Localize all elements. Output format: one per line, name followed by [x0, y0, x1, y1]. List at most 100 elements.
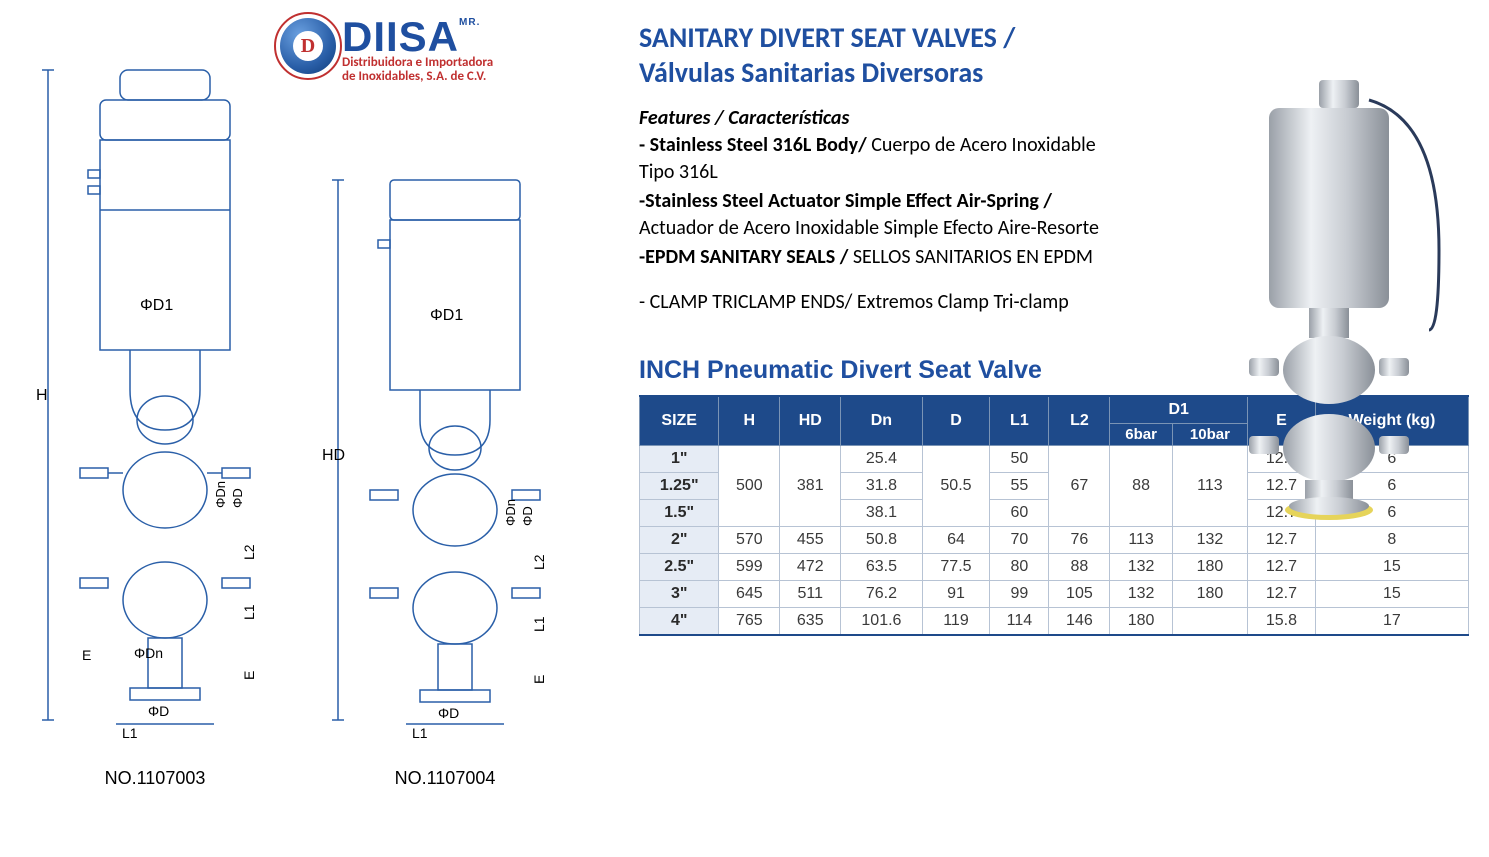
cell-dn: 76.2	[841, 581, 922, 608]
cell-hd: 511	[780, 581, 841, 608]
product-photo	[1179, 70, 1459, 530]
col-l2: L2	[1049, 396, 1110, 446]
svg-text:L1: L1	[122, 725, 138, 741]
svg-text:ΦD: ΦD	[230, 488, 245, 508]
feature-item: -Stainless Steel Actuator Simple Effect …	[639, 188, 1099, 242]
cell-dn: 63.5	[841, 554, 922, 581]
cell-hd: 381	[780, 446, 841, 527]
svg-text:H: H	[36, 387, 48, 404]
feature-bold: -EPDM SANITARY SEALS /	[639, 245, 848, 269]
svg-text:E: E	[82, 647, 91, 663]
svg-text:ΦD: ΦD	[438, 705, 459, 721]
drawing-1107003-svg: ΦD1	[30, 60, 280, 760]
svg-text:E: E	[531, 675, 547, 684]
col-h: H	[719, 396, 780, 446]
cell-l1: 60	[990, 500, 1049, 527]
svg-text:L1: L1	[412, 725, 428, 741]
col-size: SIZE	[640, 396, 719, 446]
logo-badge-letter: D	[293, 31, 323, 61]
cell-d1-6: 180	[1110, 608, 1172, 636]
cell-l2: 88	[1049, 554, 1110, 581]
cell-h: 765	[719, 608, 780, 636]
cell-dn: 25.4	[841, 446, 922, 473]
cell-d: 91	[922, 581, 990, 608]
cell-size: 1.25"	[640, 473, 719, 500]
table-row: 3"64551176.2919910513218012.715	[640, 581, 1469, 608]
svg-text:ΦD1: ΦD1	[140, 297, 173, 314]
cell-e: 12.7	[1248, 554, 1316, 581]
cell-h: 500	[719, 446, 780, 527]
cell-l2: 67	[1049, 446, 1110, 527]
cell-dn: 101.6	[841, 608, 922, 636]
cell-d: 119	[922, 608, 990, 636]
cell-d1-6: 132	[1110, 554, 1172, 581]
svg-text:ΦDn: ΦDn	[213, 481, 228, 508]
cell-d1-6: 132	[1110, 581, 1172, 608]
cell-l1: 114	[990, 608, 1049, 636]
logo-main-text: DIISA	[342, 13, 459, 60]
right-column: SANITARY DIVERT SEAT VALVES / Válvulas S…	[619, 0, 1489, 857]
cell-size: 2"	[640, 527, 719, 554]
svg-text:HD: HD	[322, 447, 345, 464]
cell-l1: 55	[990, 473, 1049, 500]
technical-drawings: ΦD1	[30, 60, 570, 789]
cell-d: 64	[922, 527, 990, 554]
cell-l1: 80	[990, 554, 1049, 581]
drawing-1107004: ΦD1 HD ΦD ΦDn E	[320, 60, 570, 789]
col-d1-6bar: 6bar	[1110, 424, 1172, 446]
cell-size: 2.5"	[640, 554, 719, 581]
svg-text:ΦD1: ΦD1	[430, 307, 463, 324]
cell-d1-10: 180	[1172, 581, 1247, 608]
cell-hd: 472	[780, 554, 841, 581]
clamp-line: - CLAMP TRICLAMP ENDS/ Extremos Clamp Tr…	[639, 289, 1109, 316]
title-line2: Válvulas Sanitarias Diversoras	[639, 55, 983, 90]
cell-size: 1"	[640, 446, 719, 473]
cell-l1: 99	[990, 581, 1049, 608]
cell-w: 15	[1315, 581, 1468, 608]
cell-w: 8	[1315, 527, 1468, 554]
svg-text:L1: L1	[531, 616, 547, 632]
cell-e: 15.8	[1248, 608, 1316, 636]
cell-h: 570	[719, 527, 780, 554]
cell-w: 15	[1315, 554, 1468, 581]
left-column: D DIISAMR. Distribuidora e Importadora d…	[0, 0, 619, 857]
svg-text:ΦD: ΦD	[148, 703, 169, 719]
title-line1: SANITARY DIVERT SEAT VALVES /	[639, 20, 1015, 55]
cell-d1-10	[1172, 608, 1247, 636]
cell-hd: 635	[780, 608, 841, 636]
cell-l1: 50	[990, 446, 1049, 473]
feature-item: -EPDM SANITARY SEALS / SELLOS SANITARIOS…	[639, 244, 1099, 271]
cell-h: 599	[719, 554, 780, 581]
cell-dn: 31.8	[841, 473, 922, 500]
page: D DIISAMR. Distribuidora e Importadora d…	[0, 0, 1489, 857]
logo-mr: MR.	[459, 17, 480, 28]
svg-text:ΦD: ΦD	[520, 506, 535, 526]
svg-text:ΦDn: ΦDn	[134, 645, 163, 661]
feature-rest: SELLOS SANITARIOS EN EPDM	[848, 245, 1093, 269]
logo-main: DIISAMR.	[342, 18, 493, 56]
feature-rest: Actuador de Acero Inoxidable Simple Efec…	[639, 216, 1099, 240]
feature-bold: -Stainless Steel Actuator Simple Effect …	[639, 189, 1052, 213]
drawing-2-label: NO.1107004	[395, 768, 496, 789]
cell-d: 77.5	[922, 554, 990, 581]
cell-e: 12.7	[1248, 527, 1316, 554]
drawing-1107004-svg: ΦD1 HD ΦD ΦDn E	[320, 60, 570, 760]
table-row: 4"765635101.611911414618015.817	[640, 608, 1469, 636]
svg-text:ΦDn: ΦDn	[503, 499, 518, 526]
col-d: D	[922, 396, 990, 446]
cell-d: 50.5	[922, 446, 990, 527]
cell-l2: 76	[1049, 527, 1110, 554]
cell-d1-6: 113	[1110, 527, 1172, 554]
cell-d1-10: 180	[1172, 554, 1247, 581]
col-hd: HD	[780, 396, 841, 446]
cell-h: 645	[719, 581, 780, 608]
cell-size: 4"	[640, 608, 719, 636]
col-l1: L1	[990, 396, 1049, 446]
svg-text:L2: L2	[241, 544, 257, 560]
cell-d1-6: 88	[1110, 446, 1172, 527]
cell-l1: 70	[990, 527, 1049, 554]
cell-e: 12.7	[1248, 581, 1316, 608]
cell-size: 3"	[640, 581, 719, 608]
col-dn: Dn	[841, 396, 922, 446]
svg-text:L2: L2	[531, 554, 547, 570]
